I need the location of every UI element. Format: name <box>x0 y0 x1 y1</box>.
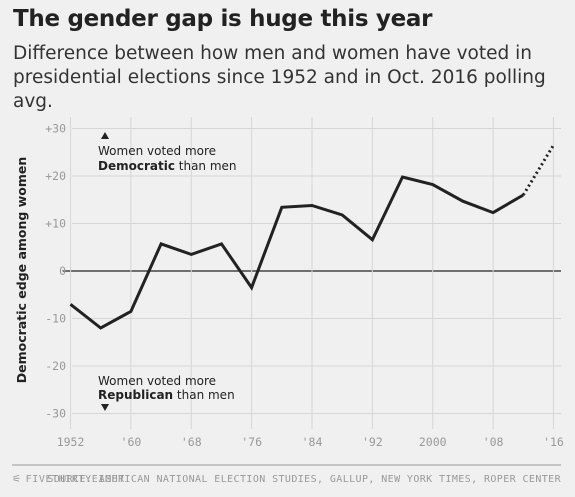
annotation-republican-bold: Republican <box>98 388 173 402</box>
y-tick-label: +20 <box>45 169 66 183</box>
annotation-democratic-line2: Democratic than men <box>98 159 237 173</box>
y-tick-label: +30 <box>45 122 66 136</box>
up-arrow-icon <box>101 132 109 139</box>
chart-ticks: +30 +20 +10 0 -10 -20 -30 1952 '60 '68 '76 '84 '92 20… <box>45 122 564 450</box>
annotation-democratic-rest: than men <box>175 159 237 173</box>
x-tick-label: '92 <box>362 435 383 449</box>
chart-title: The gender gap is huge this year <box>13 6 433 32</box>
annotation-democratic: Women voted more Democratic than men <box>98 132 237 173</box>
y-tick-label: -30 <box>45 407 66 421</box>
y-axis-label: Democratic edge among women <box>14 157 29 383</box>
annotation-republican-line2: Republican than men <box>98 388 235 402</box>
y-tick-label: -10 <box>45 312 66 326</box>
x-tick-label: '76 <box>241 435 262 449</box>
poll-average-line <box>522 144 555 196</box>
brand-text: FIVETHIRTYEIGHT <box>25 474 125 485</box>
chart-lines <box>69 144 555 330</box>
down-arrow-icon <box>101 404 109 411</box>
source-note: SOURCE: AMERICAN NATIONAL ELECTION STUDI… <box>47 474 561 485</box>
x-tick-label: '60 <box>121 435 142 449</box>
x-tick-label: '84 <box>302 435 323 449</box>
annotation-republican: Women voted more Republican than men <box>98 374 235 411</box>
fivethirtyeight-logo-icon: ⚟ <box>12 474 22 485</box>
y-tick-label: -20 <box>45 359 66 373</box>
annotation-democratic-bold: Democratic <box>98 159 175 173</box>
x-tick-label: '08 <box>483 435 504 449</box>
chart-grid <box>63 117 561 429</box>
x-tick-label: '68 <box>181 435 202 449</box>
annotation-republican-rest: than men <box>173 388 235 402</box>
gender-gap-line <box>69 175 525 330</box>
annotation-republican-line1: Women voted more <box>98 374 216 388</box>
y-tick-label: 0 <box>59 264 66 278</box>
brand-logo: ⚟ FIVETHIRTYEIGHT <box>12 474 125 485</box>
chart-subtitle: Difference between how men and women hav… <box>13 43 546 112</box>
y-tick-label: +10 <box>45 217 66 231</box>
x-tick-label: '16 <box>543 435 564 449</box>
annotation-democratic-line1: Women voted more <box>98 144 216 158</box>
x-tick-label: 1952 <box>57 435 85 449</box>
x-tick-label: 2000 <box>419 435 447 449</box>
